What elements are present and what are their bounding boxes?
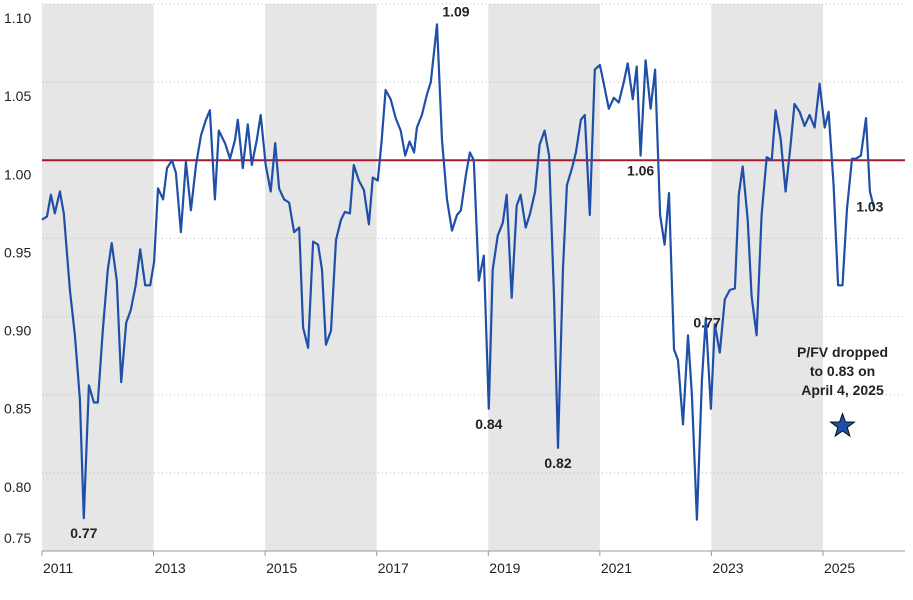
data-label: 0.77 (70, 525, 97, 541)
data-label: 1.06 (627, 163, 654, 179)
x-tick-label: 2025 (824, 560, 855, 576)
annotation-text: to 0.83 on (810, 363, 875, 379)
series-line (41, 23, 875, 521)
data-label: 0.84 (475, 416, 502, 432)
y-tick-label: 0.95 (4, 244, 31, 260)
data-label: 1.09 (442, 3, 469, 19)
y-tick-label: 0.90 (4, 323, 31, 339)
x-tick-label: 2017 (378, 560, 409, 576)
x-tick-label: 2019 (489, 560, 520, 576)
annotation-text: P/FV dropped (797, 344, 888, 360)
y-tick-label: 0.80 (4, 479, 31, 495)
x-tick-label: 2021 (601, 560, 632, 576)
data-label: 1.03 (856, 199, 883, 215)
x-tick-label: 2023 (712, 560, 743, 576)
y-tick-label: 1.05 (4, 88, 31, 104)
data-label: 0.97 (0, 0, 27, 3)
shaded-span (265, 4, 377, 551)
data-label: 0.82 (544, 455, 571, 471)
x-tick-label: 2015 (266, 560, 297, 576)
shaded-span (488, 4, 600, 551)
shaded-span (711, 4, 823, 551)
annotation-text: April 4, 2025 (801, 382, 884, 398)
y-tick-label: 0.75 (4, 530, 31, 546)
y-tick-label: 1.00 (4, 166, 31, 182)
y-tick-label: 0.85 (4, 401, 31, 417)
shaded-span (42, 4, 154, 551)
y-tick-label: 1.10 (4, 10, 31, 26)
data-label: 0.77 (693, 314, 720, 330)
x-tick-label: 2011 (43, 560, 73, 576)
x-tick-label: 2013 (155, 560, 186, 576)
annotation-star (829, 411, 856, 438)
